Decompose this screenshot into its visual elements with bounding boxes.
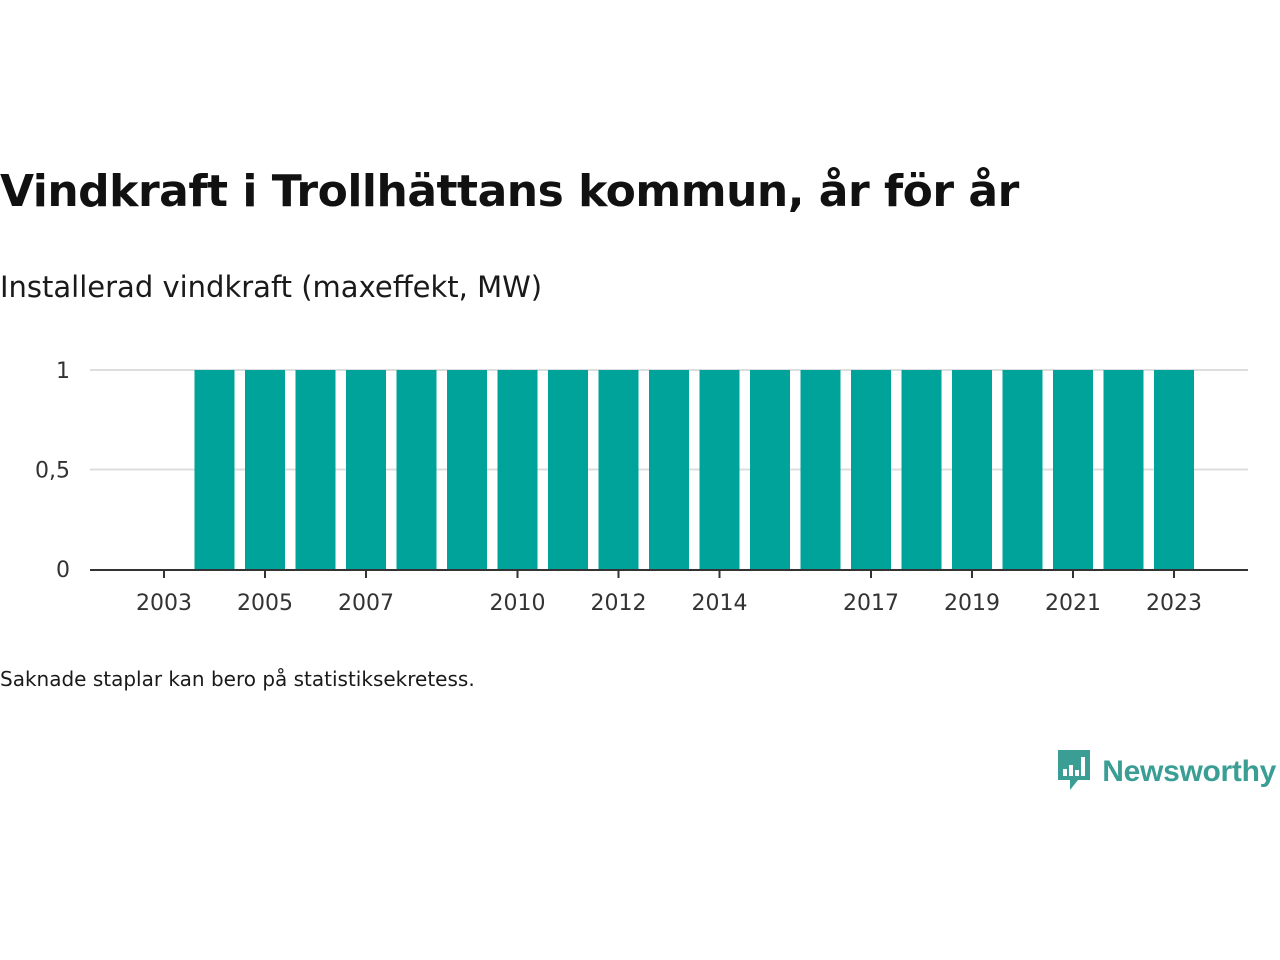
bar-2018 [901, 370, 942, 569]
x-tick-label: 2012 [591, 591, 647, 616]
bar-2020 [1002, 370, 1043, 569]
bar-2010 [497, 370, 538, 569]
x-tick-label: 2023 [1146, 591, 1202, 616]
bar-2011 [548, 370, 588, 569]
bar-2016 [800, 370, 841, 569]
brand-logo: Newsworthy [1056, 748, 1276, 796]
y-axis: 00,51 [35, 359, 70, 583]
x-tick-label: 2017 [843, 591, 899, 616]
chart-title: Vindkraft i Trollhättans kommun, år för … [0, 166, 1019, 217]
x-tick-label: 2007 [338, 591, 394, 616]
bar-2004 [194, 370, 235, 569]
x-tick-label: 2010 [490, 591, 546, 616]
brand-name: Newsworthy [1102, 755, 1276, 788]
footnote: Saknade staplar kan bero på statistiksek… [0, 667, 475, 691]
bar-2013 [649, 370, 689, 569]
bar-2014 [699, 370, 740, 569]
bar-2005 [245, 370, 285, 569]
x-axis: 2003 2005 2007 2010 2012 2014 2017 2019 2021 2023 [90, 569, 1248, 616]
chart-subtitle: Installerad vindkraft (maxeffekt, MW) [0, 270, 543, 304]
y-tick-label: 1 [56, 359, 70, 384]
bar-2023 [1154, 370, 1194, 569]
bars [194, 370, 1194, 569]
bar-2022 [1103, 370, 1144, 569]
bar-2012 [598, 370, 639, 569]
bar-2008 [396, 370, 437, 569]
y-tick-label: 0,5 [35, 459, 70, 484]
bar-2017 [851, 370, 891, 569]
bar-2015 [750, 370, 790, 569]
bar-2019 [952, 370, 992, 569]
bar-chart: 00,51 2003 2005 2007 2010 2012 2014 2017 2019 20… [35, 359, 1248, 616]
x-tick-label: 2003 [136, 591, 192, 616]
x-tick-label: 2014 [692, 591, 748, 616]
x-tick-label: 2005 [237, 591, 293, 616]
bar-2006 [295, 370, 336, 569]
bar-2007 [346, 370, 386, 569]
x-tick-label: 2019 [944, 591, 1000, 616]
bar-2021 [1053, 370, 1093, 569]
y-tick-label: 0 [56, 558, 70, 583]
bar-2009 [447, 370, 487, 569]
x-tick-label: 2021 [1045, 591, 1101, 616]
newsworthy-logo-icon [1056, 748, 1092, 796]
